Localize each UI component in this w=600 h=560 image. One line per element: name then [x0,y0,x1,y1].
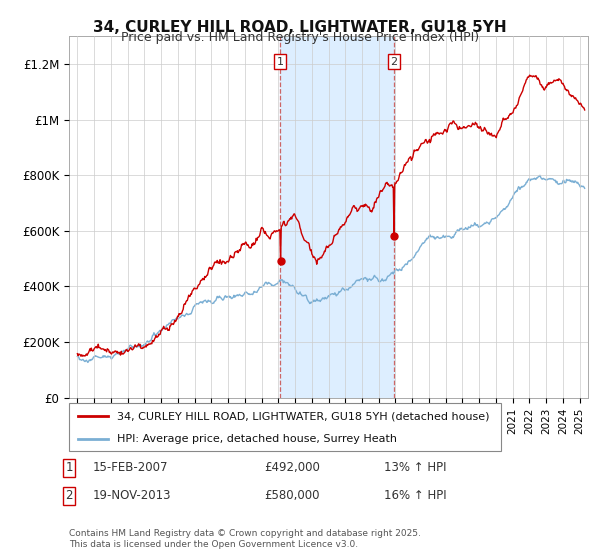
Text: £492,000: £492,000 [264,461,320,474]
FancyBboxPatch shape [69,403,501,451]
Text: HPI: Average price, detached house, Surrey Heath: HPI: Average price, detached house, Surr… [116,434,397,444]
Text: 34, CURLEY HILL ROAD, LIGHTWATER, GU18 5YH (detached house): 34, CURLEY HILL ROAD, LIGHTWATER, GU18 5… [116,411,489,421]
Text: 2: 2 [390,57,397,67]
Text: 2: 2 [65,489,73,502]
Bar [280,36,394,398]
Text: Price paid vs. HM Land Registry's House Price Index (HPI): Price paid vs. HM Land Registry's House … [121,31,479,44]
Text: 34, CURLEY HILL ROAD, LIGHTWATER, GU18 5YH: 34, CURLEY HILL ROAD, LIGHTWATER, GU18 5… [93,20,507,35]
Text: 19-NOV-2013: 19-NOV-2013 [93,489,172,502]
Text: 1: 1 [277,57,284,67]
Text: Contains HM Land Registry data © Crown copyright and database right 2025.
This d: Contains HM Land Registry data © Crown c… [69,529,421,549]
Text: 16% ↑ HPI: 16% ↑ HPI [384,489,446,502]
Text: 1: 1 [65,461,73,474]
Text: 13% ↑ HPI: 13% ↑ HPI [384,461,446,474]
Text: 15-FEB-2007: 15-FEB-2007 [93,461,169,474]
Text: £580,000: £580,000 [264,489,320,502]
